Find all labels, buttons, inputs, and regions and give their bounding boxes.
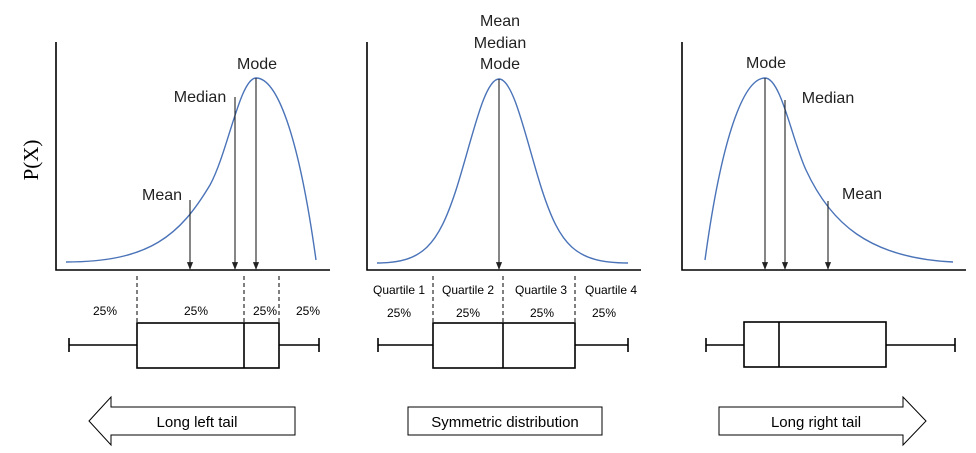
- left-tail-banner-text: Long left tail: [157, 414, 238, 431]
- left-median-label: Median: [174, 89, 226, 106]
- mid-quarter-label-2: 25%: [456, 306, 480, 320]
- mid-quarter-label-3: 25%: [530, 306, 554, 320]
- left-skewed-curve: [65, 77, 317, 263]
- left-mode-label: Mode: [237, 56, 277, 73]
- left-quarter-label-2: 25%: [184, 304, 208, 318]
- left-quarter-label-3: 25%: [253, 304, 277, 318]
- right-boxplot: [705, 321, 956, 368]
- symmetric-banner-text: Symmetric distribution: [431, 414, 579, 431]
- left-plot-axes: [55, 42, 330, 271]
- panel-left-skew: Mean Median Mode 25% 25% 25% 25% Long le…: [55, 42, 330, 447]
- center-mode-label: Mode: [480, 56, 520, 73]
- left-boxplot: [68, 322, 320, 369]
- mid-quarter-label-1: 25%: [387, 306, 411, 320]
- left-quarter-label-4: 25%: [296, 304, 320, 318]
- right-median-label: Median: [802, 90, 854, 107]
- symmetric-curve: [376, 78, 629, 264]
- quartile-header-2: Quartile 2: [442, 283, 494, 297]
- left-quarter-label-1: 25%: [93, 304, 117, 318]
- left-tail-arrow-shape: [88, 395, 296, 447]
- quartile-header-4: Quartile 4: [585, 283, 637, 297]
- quartile-header-1: Quartile 1: [373, 283, 425, 297]
- right-tail-arrow-shape: [718, 395, 927, 447]
- center-mean-label: Mean: [480, 13, 520, 30]
- symmetric-banner-box: [407, 406, 603, 436]
- right-mean-label: Mean: [842, 186, 882, 203]
- right-plot-axes: [681, 42, 966, 271]
- middle-boxplot: [377, 322, 629, 369]
- mid-quarter-label-4: 25%: [592, 306, 616, 320]
- middle-plot-axes: [366, 42, 641, 271]
- quartile-header-3: Quartile 3: [515, 283, 567, 297]
- right-tail-banner-text: Long right tail: [771, 414, 861, 431]
- panel-symmetric: Mean Median Mode Quartile 1 Quartile 2 Q…: [366, 13, 641, 436]
- center-median-label: Median: [474, 35, 526, 52]
- left-mean-label: Mean: [142, 187, 182, 204]
- y-axis-label: P(X): [19, 140, 43, 181]
- panel-right-skew: Mode Median Mean Long right tail: [681, 42, 966, 447]
- right-mode-label: Mode: [746, 55, 786, 72]
